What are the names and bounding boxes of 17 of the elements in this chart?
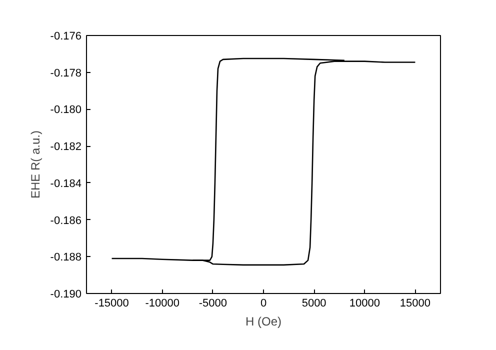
x-tick-label: 0 [260, 298, 267, 310]
x-tick-label: -5000 [198, 298, 227, 310]
x-axis-title: H (Oe) [246, 314, 282, 328]
y-tick-label: -0.188 [50, 252, 82, 264]
y-tick-label: -0.186 [50, 214, 82, 227]
y-tick-label: -0.178 [50, 67, 82, 80]
y-tick-label: -0.190 [50, 288, 82, 300]
y-tick-label: -0.184 [50, 178, 82, 190]
x-tick-label: 15000 [400, 298, 431, 310]
x-tick-label: 10000 [349, 298, 380, 310]
y-tick-label: -0.180 [50, 104, 82, 116]
x-tick-label: -15000 [94, 298, 129, 310]
x-tick-label: -10000 [145, 298, 180, 310]
y-tick-label: -0.182 [50, 141, 82, 154]
y-axis-title: EHE R( a.u.) [28, 130, 42, 199]
x-tick-label: 5000 [302, 298, 326, 310]
y-tick-label: -0.176 [50, 30, 82, 42]
